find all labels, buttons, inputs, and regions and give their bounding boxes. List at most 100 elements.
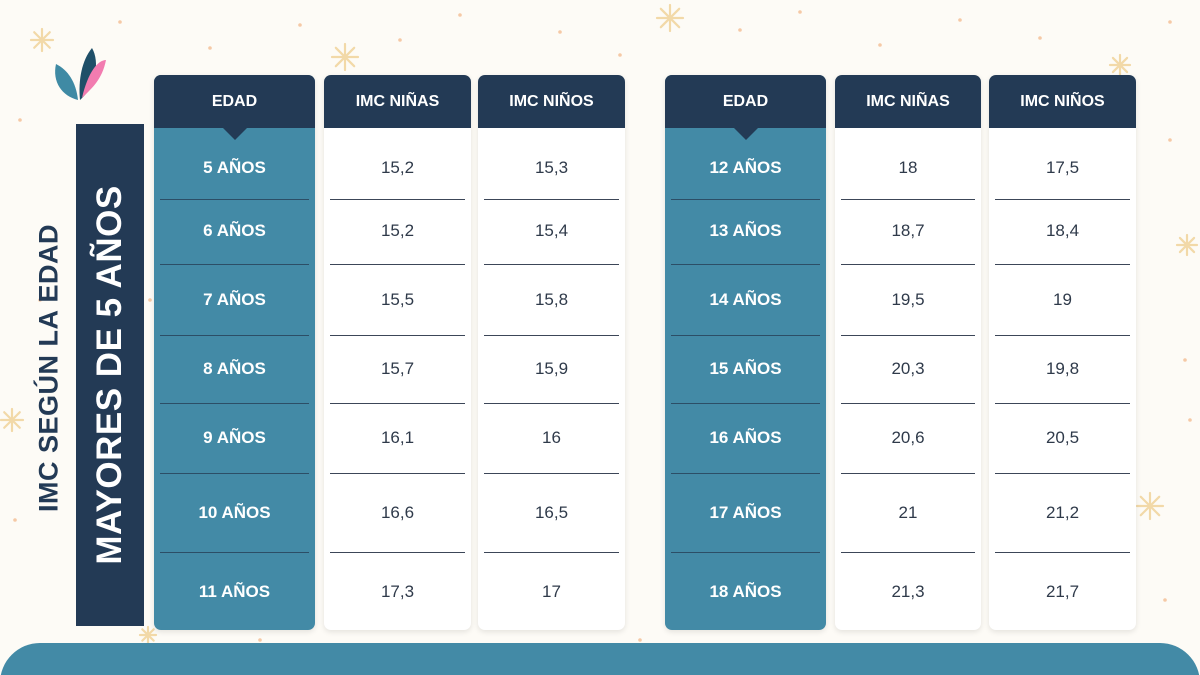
row-divider xyxy=(160,335,309,336)
row-divider xyxy=(484,473,619,474)
row-divider xyxy=(671,403,820,404)
bmi-value-cell: 17,3 xyxy=(380,582,415,601)
decor-dot xyxy=(1183,358,1187,362)
column-header: IMC NIÑOS xyxy=(989,75,1136,128)
bmi-value-cell: 17,5 xyxy=(1045,158,1080,177)
column-header: EDAD xyxy=(665,75,826,128)
row-divider xyxy=(841,199,975,200)
row-divider xyxy=(160,473,309,474)
bmi-value-cell: 19,5 xyxy=(891,290,925,309)
sparkle-icon xyxy=(1175,233,1199,257)
row-divider xyxy=(995,264,1130,265)
bmi-value-cell: 19,8 xyxy=(1045,359,1080,378)
row-divider xyxy=(330,335,465,336)
age-cell: 7 AÑOS xyxy=(203,290,266,309)
row-divider xyxy=(995,199,1130,200)
row-divider xyxy=(995,335,1130,336)
row-divider xyxy=(671,473,820,474)
page-title-line2: MAYORES DE 5 AÑOS xyxy=(90,185,129,565)
decor-dot xyxy=(618,53,622,57)
column-header: IMC NIÑAS xyxy=(835,75,981,128)
decor-dot xyxy=(13,518,17,522)
decor-dot xyxy=(1163,598,1167,602)
table-2-column-age: EDAD 12 AÑOS 13 AÑOS 14 AÑOS 15 AÑOS 16 AÑOS 1… xyxy=(665,75,826,630)
bmi-value-cell: 21,2 xyxy=(1045,503,1080,522)
decor-dot xyxy=(258,638,262,642)
row-divider xyxy=(995,403,1130,404)
row-divider xyxy=(484,403,619,404)
age-cell: 18 AÑOS xyxy=(709,582,782,601)
decor-dot xyxy=(148,298,152,302)
row-divider xyxy=(671,552,820,553)
row-divider xyxy=(160,403,309,404)
bmi-value-cell: 18,4 xyxy=(1045,221,1080,240)
bmi-value-cell: 16,1 xyxy=(380,428,415,447)
bmi-value-cell: 15,2 xyxy=(380,221,415,240)
decor-dot xyxy=(1188,418,1192,422)
age-cell: 15 AÑOS xyxy=(709,359,782,378)
decor-dot xyxy=(458,13,462,17)
row-divider xyxy=(671,264,820,265)
bmi-value-cell: 15,2 xyxy=(380,158,415,177)
row-divider xyxy=(330,473,465,474)
page-title-line1: IMC SEGÚN LA EDAD xyxy=(33,223,64,513)
row-divider xyxy=(330,403,465,404)
age-cell: 16 AÑOS xyxy=(709,428,782,447)
decor-dot xyxy=(18,118,22,122)
decor-dot xyxy=(1038,36,1042,40)
bmi-value-cell: 19 xyxy=(1053,290,1072,309)
sparkle-icon xyxy=(0,407,25,433)
row-divider xyxy=(484,264,619,265)
bmi-value-cell: 21 xyxy=(898,503,918,522)
decor-dot xyxy=(638,638,642,642)
decor-dot xyxy=(298,23,302,27)
age-cell: 10 AÑOS xyxy=(198,503,271,522)
decor-dot xyxy=(398,38,402,42)
page-title-banner: MAYORES DE 5 AÑOS xyxy=(76,124,144,626)
row-divider xyxy=(484,552,619,553)
table-1-column-boys: IMC NIÑOS 15,3 15,4 15,8 15,9 16 16,5 17 xyxy=(478,75,625,630)
decor-dot xyxy=(1168,138,1172,142)
row-divider xyxy=(841,335,975,336)
age-cell: 12 AÑOS xyxy=(709,158,782,177)
row-divider xyxy=(484,199,619,200)
table-1-column-age: EDAD 5 AÑOS 6 AÑOS 7 AÑOS 8 AÑOS 9 AÑOS 10 AÑO… xyxy=(154,75,315,630)
sparkle-icon xyxy=(1108,53,1132,77)
bmi-value-cell: 15,7 xyxy=(380,359,415,378)
row-divider xyxy=(484,335,619,336)
bmi-value-cell: 16,5 xyxy=(534,503,569,522)
footer-bar xyxy=(0,643,1200,675)
bmi-value-cell: 18 xyxy=(898,158,918,177)
bmi-value-cell: 15,4 xyxy=(534,221,569,240)
row-divider xyxy=(841,264,975,265)
bmi-value-cell: 15,3 xyxy=(534,158,569,177)
age-cell: 9 AÑOS xyxy=(203,428,266,447)
row-divider xyxy=(995,552,1130,553)
age-cell: 17 AÑOS xyxy=(709,503,782,522)
age-cell: 6 AÑOS xyxy=(203,221,266,240)
age-cell: 11 AÑOS xyxy=(198,582,271,601)
row-divider xyxy=(160,199,309,200)
sparkle-icon xyxy=(655,3,685,33)
row-divider xyxy=(995,473,1130,474)
age-cell: 8 AÑOS xyxy=(203,359,266,378)
bmi-value-cell: 20,6 xyxy=(891,428,925,447)
bmi-value-cell: 16 xyxy=(542,428,561,447)
row-divider xyxy=(330,552,465,553)
age-cell: 5 AÑOS xyxy=(203,158,266,177)
row-divider xyxy=(841,403,975,404)
row-divider xyxy=(671,199,820,200)
row-divider xyxy=(160,552,309,553)
leaf-logo-icon xyxy=(55,48,106,100)
bmi-value-cell: 18,7 xyxy=(891,221,925,240)
column-header: IMC NIÑOS xyxy=(478,75,625,128)
bmi-value-cell: 15,8 xyxy=(534,290,569,309)
bmi-value-cell: 17 xyxy=(542,582,561,601)
decor-dot xyxy=(208,46,212,50)
row-divider xyxy=(330,264,465,265)
sparkle-icon xyxy=(330,42,360,72)
decor-dot xyxy=(1168,20,1172,24)
decor-dot xyxy=(878,43,882,47)
column-header: IMC NIÑAS xyxy=(324,75,471,128)
bmi-value-cell: 15,9 xyxy=(534,359,569,378)
